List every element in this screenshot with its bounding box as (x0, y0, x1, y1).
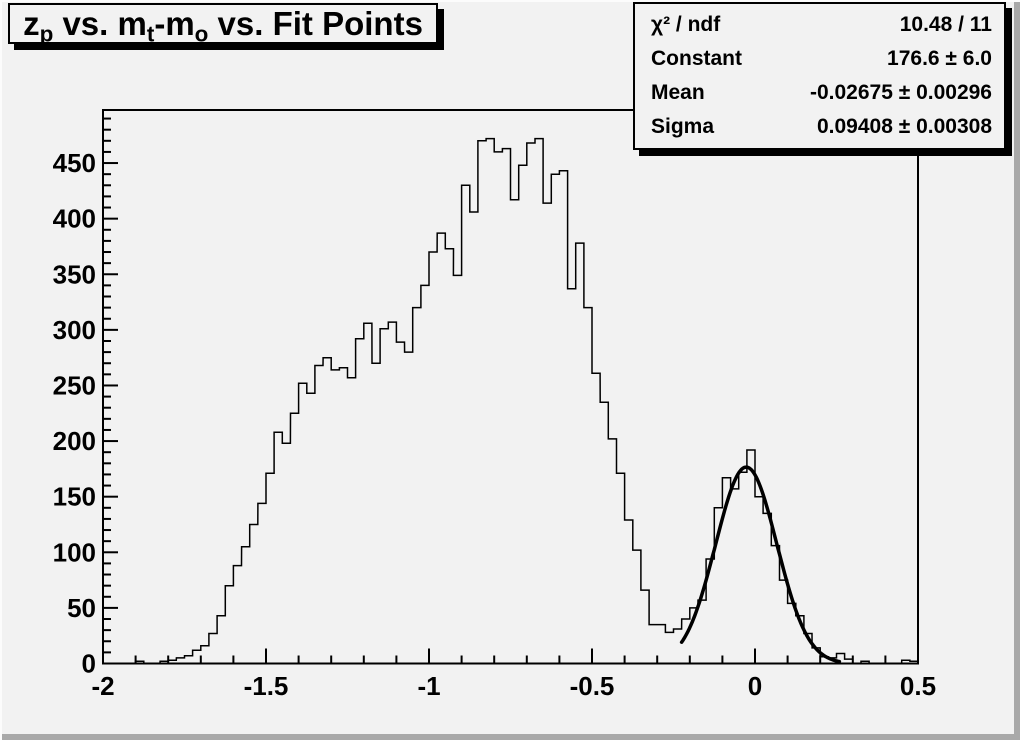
title-box: zp vs. mt-mo vs. Fit Points (8, 3, 438, 46)
y-tick-label: 400 (53, 204, 96, 234)
y-tick-label: 250 (53, 370, 96, 400)
stats-row: Mean -0.02675 ± 0.00296 (635, 77, 1004, 109)
stats-box: χ² / ndf 10.48 / 11 Constant 176.6 ± 6.0 Mea… (633, 2, 1006, 150)
y-tick-label: 450 (53, 148, 96, 178)
title-subscript: o (194, 20, 209, 46)
x-tick-label: -1.5 (244, 671, 289, 701)
title-subscript: p (39, 20, 54, 46)
y-tick-label: 150 (53, 482, 96, 512)
y-tick-label: 350 (53, 259, 96, 289)
x-tick-label: -0.5 (570, 671, 615, 701)
y-tick-label: 300 (53, 315, 96, 345)
x-tick-label: 0 (748, 671, 762, 701)
y-tick-label: 50 (67, 593, 96, 623)
x-tick-label: -1 (417, 671, 440, 701)
stats-row: Constant 176.6 ± 6.0 (635, 43, 1004, 75)
stats-label: χ² / ndf (651, 13, 721, 36)
stats-label: Mean (651, 81, 705, 104)
stats-row: Sigma 0.09408 ± 0.00308 (635, 111, 1004, 143)
gaussian-fit-curve (679, 465, 842, 664)
y-tick-label: 200 (53, 426, 96, 456)
plot-title: zp vs. mt-mo vs. Fit Points (23, 4, 423, 46)
x-tick-label: -2 (91, 671, 114, 701)
x-tick-label: 0.5 (900, 671, 936, 701)
stats-value: 176.6 ± 6.0 (887, 47, 992, 70)
stats-value: 0.09408 ± 0.00308 (816, 115, 992, 138)
y-tick-label: 100 (53, 537, 96, 567)
plot-frame (102, 109, 919, 665)
stats-value: 10.48 / 11 (899, 13, 992, 36)
y-tick-label: 0 (82, 649, 96, 679)
stats-label: Constant (651, 47, 742, 70)
title-subscript: t (146, 20, 155, 46)
stats-row: χ² / ndf 10.48 / 11 (635, 9, 1004, 41)
stats-value: -0.02675 ± 0.00296 (809, 81, 992, 104)
stats-label: Sigma (651, 115, 715, 138)
histogram-outline (103, 137, 919, 665)
